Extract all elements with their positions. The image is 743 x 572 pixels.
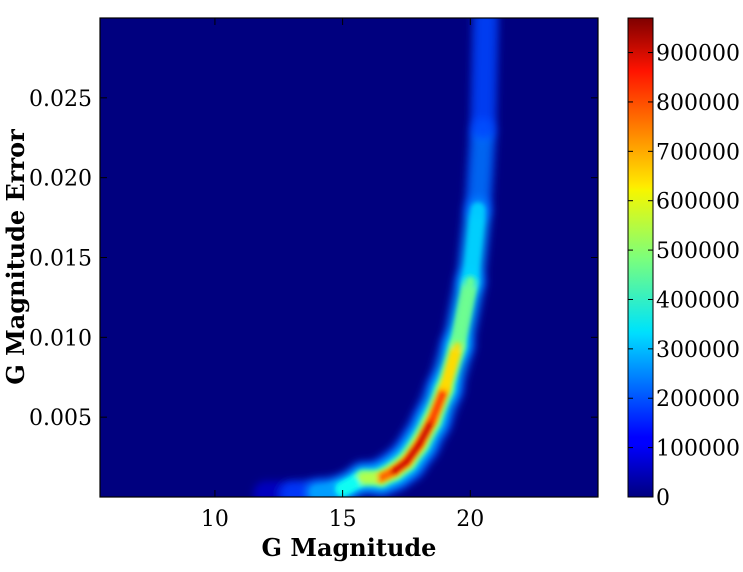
x-tick-label: 20 bbox=[456, 507, 484, 532]
x-axis-label: G Magnitude bbox=[262, 533, 437, 562]
y-tick-label: 0.015 bbox=[29, 247, 92, 272]
y-tick-label: 0.020 bbox=[29, 167, 92, 192]
density-segment bbox=[463, 202, 486, 289]
density-segment bbox=[429, 385, 448, 424]
colorbar-tick-label: 500000 bbox=[656, 239, 740, 264]
colorbar-gradient bbox=[627, 17, 654, 498]
colorbar-tick-label: 700000 bbox=[656, 140, 740, 165]
density-segment bbox=[452, 276, 476, 351]
density-segment bbox=[416, 417, 435, 448]
colorbar-ticks: 0 100000 200000 300000 400000 500000 600000 700… bbox=[628, 42, 740, 511]
density-layer bbox=[360, 342, 461, 481]
density-segment bbox=[403, 441, 423, 465]
y-tick-label: 0.010 bbox=[29, 326, 92, 351]
density-segment bbox=[467, 119, 494, 220]
colorbar-tick-label: 300000 bbox=[656, 338, 740, 363]
heatmap-background bbox=[100, 18, 598, 497]
density-segment bbox=[473, 18, 496, 140]
y-tick-label: 0.005 bbox=[29, 406, 92, 431]
heatmap-plot-area bbox=[99, 17, 599, 498]
colorbar-tick-label: 900000 bbox=[656, 42, 740, 67]
x-tick-label: 10 bbox=[201, 507, 229, 532]
colorbar-tick-label: 400000 bbox=[656, 288, 740, 313]
x-axis-ticks: 10 15 20 bbox=[201, 18, 484, 532]
colorbar-tick-label: 0 bbox=[656, 486, 670, 511]
y-axis-label: G Magnitude Error bbox=[1, 129, 30, 385]
colorbar-tick-label: 100000 bbox=[656, 437, 740, 462]
colorbar-tick-label: 200000 bbox=[656, 387, 740, 412]
colorbar: 0 100000 200000 300000 400000 500000 600000 700… bbox=[627, 17, 740, 511]
y-tick-label: 0.025 bbox=[29, 87, 92, 112]
density-segment bbox=[442, 342, 461, 392]
x-tick-label: 15 bbox=[329, 507, 357, 532]
colorbar-tick-label: 800000 bbox=[656, 91, 740, 116]
heatmap-density bbox=[253, 18, 500, 497]
colorbar-tick-label: 600000 bbox=[656, 190, 740, 215]
y-axis-ticks: 0.005 0.010 0.015 0.020 0.025 bbox=[29, 87, 598, 431]
